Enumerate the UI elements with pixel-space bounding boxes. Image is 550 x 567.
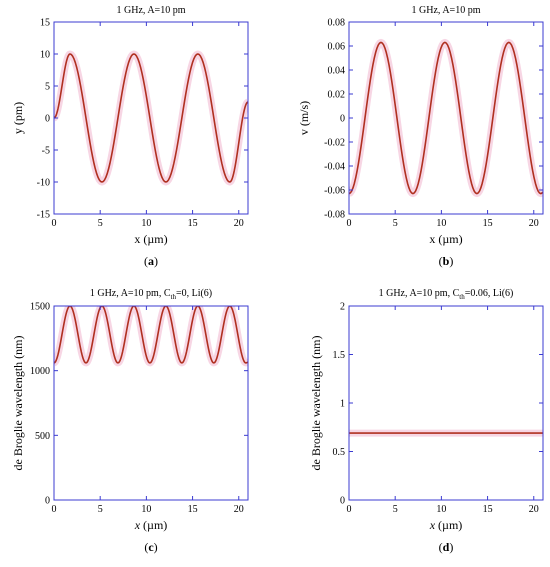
y-axis-label: de Broglie wavelength (nm) bbox=[309, 336, 323, 471]
y-tick-label: 0 bbox=[340, 114, 345, 125]
series-line bbox=[349, 41, 543, 195]
x-tick-label: 10 bbox=[436, 218, 446, 229]
chart-title: 1 GHz, A=10 pm, Cth=0.06, Li(6) bbox=[379, 288, 514, 301]
y-tick-label: 15 bbox=[40, 18, 50, 29]
y-tick-label: 10 bbox=[40, 50, 50, 61]
x-tick-label: 10 bbox=[436, 504, 446, 515]
y-tick-label: 0.06 bbox=[328, 42, 346, 53]
y-tick-label: 0 bbox=[340, 496, 345, 507]
x-tick-label: 15 bbox=[483, 504, 493, 515]
x-tick-label: 10 bbox=[141, 218, 151, 229]
x-axis-label: x (µm) bbox=[429, 518, 463, 532]
y-axis-label: v (m/s) bbox=[297, 101, 311, 135]
x-tick-label: 0 bbox=[52, 504, 57, 515]
x-tick-label: 20 bbox=[234, 504, 244, 515]
x-tick-label: 0 bbox=[347, 504, 352, 515]
y-tick-label: 2 bbox=[340, 302, 345, 313]
y-tick-label: 1.5 bbox=[333, 350, 346, 361]
x-tick-label: 5 bbox=[393, 218, 398, 229]
chart-panel-4: 0 5 10 15 20 0 0.5 1 1.5 2 1 GHz, A=10 pm, Cth=0.0… bbox=[309, 288, 544, 554]
y-tick-label: -0.08 bbox=[324, 210, 345, 221]
y-tick-label: 1 bbox=[340, 399, 345, 410]
panel-label: (a) bbox=[144, 254, 158, 268]
panel-label: (c) bbox=[144, 540, 157, 554]
x-tick-label: 5 bbox=[393, 504, 398, 515]
y-tick-label: -5 bbox=[42, 146, 50, 157]
x-tick-label: 20 bbox=[529, 504, 539, 515]
x-axis-label: x (µm) bbox=[134, 518, 168, 532]
series-line bbox=[54, 306, 248, 364]
y-tick-label: 500 bbox=[35, 431, 50, 442]
y-tick-label: -0.06 bbox=[324, 186, 345, 197]
plot-background bbox=[55, 307, 247, 499]
chart-panel-3: 0 5 10 15 20 0 500 1000 1500 1 GHz, A=10 pm, Cth=… bbox=[11, 288, 249, 554]
plot-background bbox=[350, 23, 542, 213]
x-axis-label: x (µm) bbox=[134, 232, 167, 246]
panel-label: (d) bbox=[439, 540, 454, 554]
y-tick-label: 0 bbox=[45, 114, 50, 125]
x-tick-label: 20 bbox=[234, 218, 244, 229]
x-tick-label: 15 bbox=[483, 218, 493, 229]
y-axis-label: de Broglie wavelength (nm) bbox=[11, 336, 25, 471]
x-tick-label: 0 bbox=[347, 218, 352, 229]
y-axis-label: y (pm) bbox=[11, 102, 25, 134]
y-tick-label: 1000 bbox=[30, 366, 50, 377]
plot-background bbox=[350, 307, 542, 499]
y-tick-label: 0.02 bbox=[328, 90, 346, 101]
x-tick-label: 15 bbox=[188, 218, 198, 229]
y-tick-label: 0.08 bbox=[328, 18, 346, 29]
x-axis-label: x (µm) bbox=[429, 232, 462, 246]
plot-frame bbox=[53, 305, 249, 501]
chart-panel-1: 0 5 10 15 20 -15 -10 -5 0 5 10 15 1 GHz, A=10 pm x (µ… bbox=[11, 5, 249, 268]
y-tick-label: -15 bbox=[37, 210, 50, 221]
y-tick-label: -10 bbox=[37, 178, 50, 189]
chart-panel-2: 0 5 10 15 20 -0.08 -0.06 -0.04 -0.02 0 0.02 0.04 0.0… bbox=[297, 5, 544, 268]
chart-title: 1 GHz, A=10 pm, Cth=0, Li(6) bbox=[90, 288, 212, 301]
y-tick-label: -0.02 bbox=[324, 138, 345, 149]
y-tick-label: 1500 bbox=[30, 302, 50, 313]
y-tick-label: -0.04 bbox=[324, 162, 345, 173]
x-tick-label: 20 bbox=[529, 218, 539, 229]
panel-label: (b) bbox=[439, 254, 454, 268]
x-tick-label: 5 bbox=[98, 218, 103, 229]
chart-title: 1 GHz, A=10 pm bbox=[412, 5, 481, 16]
x-tick-label: 15 bbox=[188, 504, 198, 515]
x-tick-label: 0 bbox=[52, 218, 57, 229]
x-tick-label: 10 bbox=[141, 504, 151, 515]
series-line bbox=[54, 53, 248, 183]
x-tick-label: 5 bbox=[98, 504, 103, 515]
chart-title: 1 GHz, A=10 pm bbox=[117, 5, 186, 16]
y-tick-label: 0 bbox=[45, 496, 50, 507]
y-tick-label: 0.04 bbox=[328, 66, 346, 77]
y-tick-label: 5 bbox=[45, 82, 50, 93]
y-tick-label: 0.5 bbox=[333, 447, 346, 458]
